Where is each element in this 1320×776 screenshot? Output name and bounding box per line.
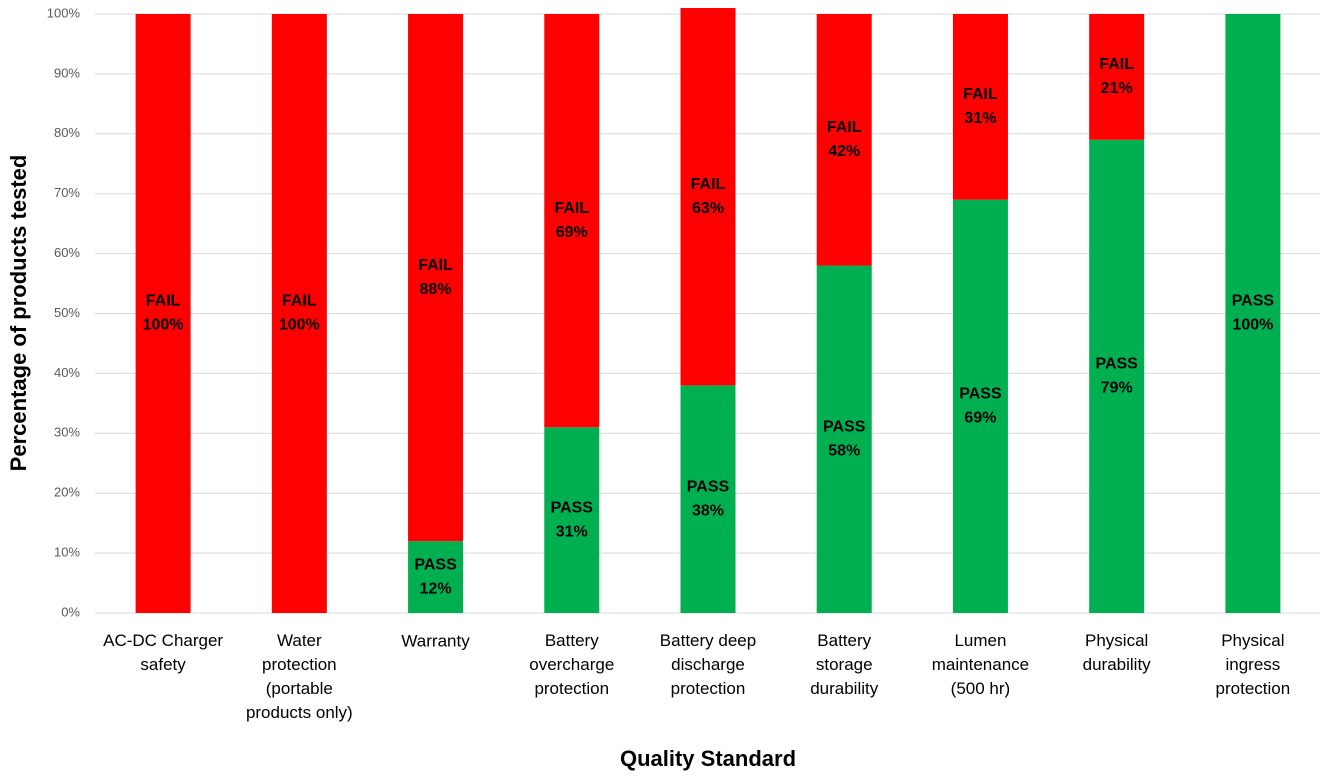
bar-segment [680, 385, 736, 613]
y-tick-label: 0% [61, 604, 80, 619]
segment-value-label: 38% [692, 502, 724, 519]
segment-value-label: 58% [828, 443, 860, 460]
bar-segment [408, 14, 464, 542]
segment-series-label: FAIL [1099, 56, 1134, 73]
x-tick-label: Battery deep discharge protection [660, 631, 756, 698]
bar-segment [408, 541, 464, 613]
y-tick-label: 100% [47, 5, 81, 20]
x-tick-label: Water protection (portable products only) [246, 631, 353, 722]
y-tick-label: 90% [54, 65, 80, 80]
segment-series-label: FAIL [146, 293, 181, 310]
bar-segment [1089, 139, 1145, 614]
bar-segment [952, 199, 1008, 613]
segment-value-label: 79% [1101, 380, 1133, 397]
y-tick-label: 20% [54, 485, 80, 500]
x-tick-label: AC-DC Charger safety [103, 631, 223, 674]
segment-series-label: FAIL [282, 293, 317, 310]
y-tick-label: 80% [54, 125, 80, 140]
segment-value-label: 31% [556, 523, 588, 540]
y-tick-label: 60% [54, 245, 80, 260]
segment-value-label: 69% [556, 224, 588, 241]
y-tick-label: 30% [54, 425, 80, 440]
segment-series-label: FAIL [691, 176, 726, 193]
segment-value-label: 42% [828, 143, 860, 160]
bar-segment [271, 14, 327, 613]
x-axis-title: Quality Standard [620, 746, 796, 771]
segment-series-label: FAIL [418, 257, 453, 274]
segment-value-label: 88% [420, 281, 452, 298]
segment-series-label: PASS [551, 499, 594, 516]
y-tick-label: 50% [54, 305, 80, 320]
segment-series-label: FAIL [554, 200, 589, 217]
bar-segment [544, 14, 600, 428]
segment-value-label: 31% [964, 110, 996, 127]
bar-segment [816, 14, 872, 266]
segment-series-label: PASS [1232, 293, 1275, 310]
segment-value-label: 69% [964, 410, 996, 427]
segment-value-label: 12% [420, 580, 452, 597]
segment-value-label: 21% [1101, 80, 1133, 97]
segment-series-label: FAIL [827, 119, 862, 136]
bar-segment [816, 265, 872, 613]
segment-value-label: 100% [143, 317, 184, 334]
bar-segment [680, 8, 736, 386]
segment-series-label: FAIL [963, 86, 998, 103]
x-tick-label: Battery overcharge protection [529, 631, 614, 698]
segment-value-label: 100% [1232, 317, 1273, 334]
x-tick-label: Battery storage durability [810, 631, 879, 698]
x-tick-label: Lumen maintenance (500 hr) [932, 631, 1029, 698]
bar-segment [544, 427, 600, 613]
y-tick-label: 10% [54, 545, 80, 560]
segment-series-label: PASS [1095, 356, 1138, 373]
segment-series-label: PASS [687, 478, 730, 495]
x-tick-label: Physical ingress protection [1216, 631, 1291, 698]
segment-series-label: PASS [414, 556, 457, 573]
segment-series-label: PASS [823, 419, 866, 436]
y-tick-label: 40% [54, 365, 80, 380]
y-axis-title: Percentage of products tested [6, 155, 31, 472]
x-tick-label: Warranty [401, 631, 470, 650]
y-tick-label: 70% [54, 185, 80, 200]
bar-segment [135, 14, 191, 613]
x-tick-label: Physical durability [1083, 631, 1152, 674]
segment-value-label: 100% [279, 317, 320, 334]
segment-series-label: PASS [959, 386, 1002, 403]
bar-segment [1089, 14, 1145, 140]
segment-value-label: 63% [692, 200, 724, 217]
bar-segment [952, 14, 1008, 200]
bar-segment [1225, 14, 1281, 613]
